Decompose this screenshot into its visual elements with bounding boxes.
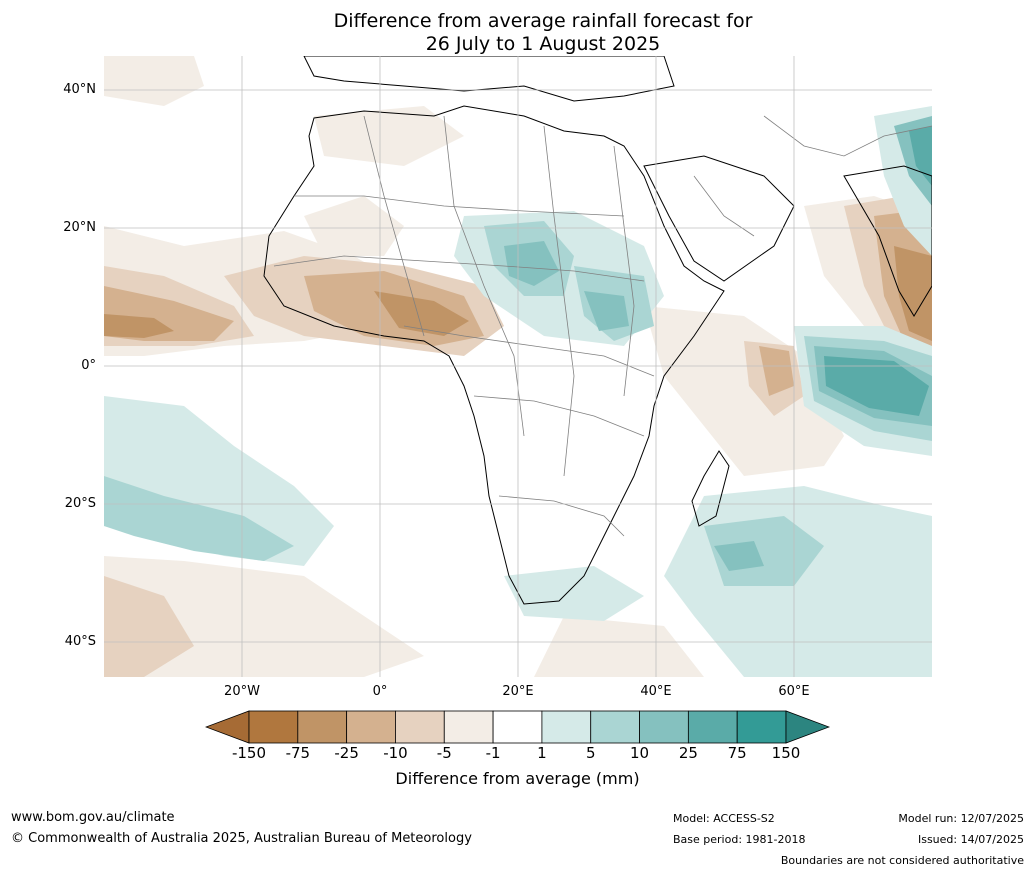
legend-extend-high xyxy=(785,710,830,744)
lat-label-20s: 20°S xyxy=(64,496,96,511)
border-sahara-north xyxy=(294,195,625,217)
title-line-2: 26 July to 1 August 2025 xyxy=(425,33,661,55)
legend-color-box xyxy=(639,710,689,744)
legend-tick-label: 150 xyxy=(771,744,801,762)
footer-issued: Issued: 14/07/2025 xyxy=(917,833,1024,846)
dry-region-sw-indian xyxy=(534,616,704,677)
wet-core-ethiopia xyxy=(584,291,629,331)
border-vertical-2 xyxy=(443,115,525,437)
border-vertical-4 xyxy=(613,145,635,397)
legend-tick-label: -75 xyxy=(285,744,311,762)
border-equatorial xyxy=(403,325,655,377)
wet-extreme-regions xyxy=(824,126,932,416)
border-vertical-3 xyxy=(543,125,575,477)
legend-tick-label: 10 xyxy=(629,744,650,762)
country-borders xyxy=(273,115,932,537)
legend-colorbar xyxy=(205,710,830,744)
lat-label-40n: 40°N xyxy=(63,82,96,97)
lon-label-60e: 60°E xyxy=(778,684,810,699)
border-arabia xyxy=(693,175,755,237)
legend-color-box xyxy=(687,710,738,744)
legend-tick-label: 1 xyxy=(537,744,547,762)
coastlines xyxy=(263,56,932,605)
dry-region-n-atlantic xyxy=(104,56,204,106)
legend-tick-label: -1 xyxy=(485,744,501,762)
footer-copyright: © Commonwealth of Australia 2025, Austra… xyxy=(11,831,472,846)
europe-coastline xyxy=(303,56,675,102)
footer-base-period: Base period: 1981-2018 xyxy=(673,833,806,846)
wet-core-madagascar xyxy=(714,541,764,571)
border-asia xyxy=(763,115,932,157)
wet-region-south-africa-coast xyxy=(504,566,644,621)
lon-label-0: 0° xyxy=(372,684,388,699)
arabian-peninsula-coastline xyxy=(643,155,795,282)
legend-title: Difference from average (mm) xyxy=(395,769,640,788)
madagascar-coastline xyxy=(691,450,730,527)
africa-coastline xyxy=(263,105,725,605)
border-central xyxy=(473,395,645,437)
legend-color-box xyxy=(443,710,494,744)
legend-tick-label: -25 xyxy=(334,744,359,762)
legend-tick-label: -150 xyxy=(231,744,267,762)
rainfall-anomaly-map xyxy=(104,56,932,677)
lon-label-40e: 40°E xyxy=(640,684,672,699)
lat-label-20n: 20°N xyxy=(63,220,96,235)
footer-website[interactable]: www.bom.gov.au/climate xyxy=(11,810,175,825)
title-line-1: Difference from average rainfall forecas… xyxy=(333,10,753,32)
lat-label-0: 0° xyxy=(81,358,96,373)
legend-color-box xyxy=(395,710,445,744)
wet-region-atlantic-band xyxy=(104,476,294,561)
legend-tick-label: -5 xyxy=(436,744,452,762)
dry-region-mediterranean xyxy=(314,106,464,166)
footer-model-run: Model run: 12/07/2025 xyxy=(898,812,1024,825)
legend-color-box xyxy=(541,710,592,744)
map-title: Difference from average rainfall forecas… xyxy=(0,10,1035,56)
legend-color-box xyxy=(248,710,299,744)
legend-tick-label: 25 xyxy=(678,744,698,762)
border-sahel xyxy=(273,255,645,282)
legend-tick-label: -10 xyxy=(383,744,408,762)
legend-color-box xyxy=(492,710,543,744)
dry-core-sahel xyxy=(374,291,469,336)
lon-label-20e: 20°E xyxy=(502,684,534,699)
india-coastline xyxy=(843,165,932,317)
legend-color-box xyxy=(297,710,348,744)
legend-tick-label: 75 xyxy=(727,744,747,762)
lon-label-20w: 20°W xyxy=(224,684,260,699)
lat-label-40s: 40°S xyxy=(64,634,96,649)
legend-tick-label: 5 xyxy=(585,744,596,762)
wet-extreme-indian xyxy=(824,356,929,416)
legend-color-box xyxy=(736,710,787,744)
dry-core-india xyxy=(894,246,932,341)
legend-extend-low xyxy=(205,710,250,744)
wet-extreme-persian xyxy=(909,126,932,186)
dry-core-gulf-guinea xyxy=(104,314,174,338)
footer-disclaimer: Boundaries are not considered authoritat… xyxy=(780,854,1024,867)
border-vertical-1 xyxy=(363,115,425,337)
dry-region-sw-coast xyxy=(104,576,194,677)
dry-region-somali xyxy=(759,346,794,396)
legend-color-box xyxy=(346,710,396,744)
dry-extreme-regions xyxy=(104,246,932,341)
footer-model: Model: ACCESS-S2 xyxy=(673,812,775,825)
dry-region-sahel-outer xyxy=(304,196,404,256)
gridlines xyxy=(104,56,932,677)
border-southern xyxy=(498,495,625,537)
legend-color-box xyxy=(590,710,640,744)
